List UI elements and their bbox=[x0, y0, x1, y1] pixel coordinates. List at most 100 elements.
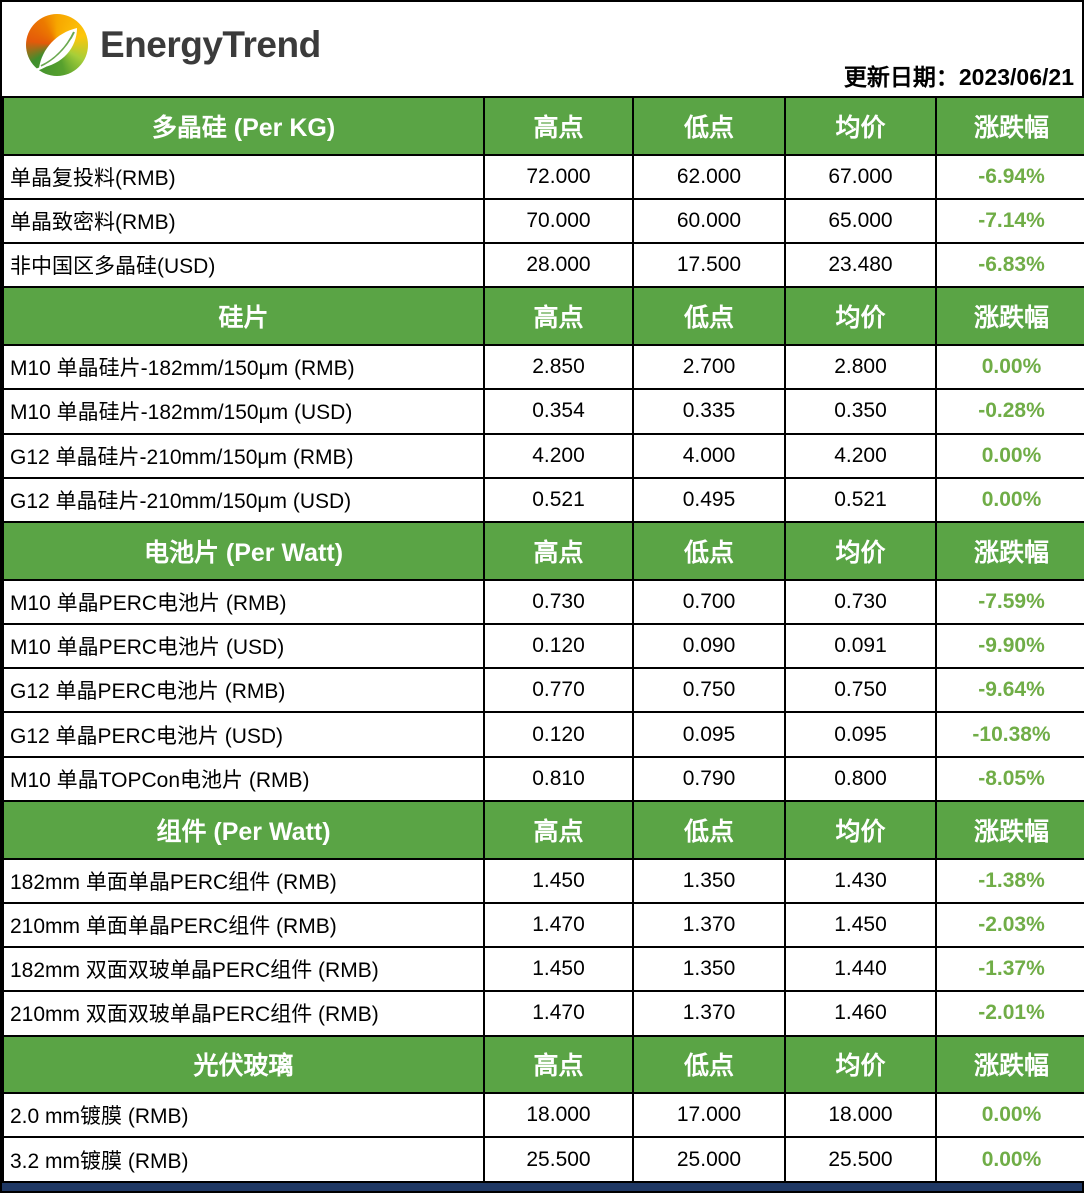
section-header-row: 多晶硅 (Per KG) 高点 低点 均价 涨跌幅 bbox=[2, 96, 1084, 156]
table-row: G12 单晶硅片-210mm/150μm (RMB) 4.200 4.000 4… bbox=[2, 432, 1084, 479]
column-header: 低点 bbox=[632, 521, 786, 581]
table-row: M10 单晶PERC电池片 (USD) 0.120 0.090 0.091 -9… bbox=[2, 622, 1084, 670]
table-row: 非中国区多晶硅(USD) 28.000 17.500 23.480 -6.83% bbox=[2, 242, 1084, 289]
change-value: -7.59% bbox=[935, 578, 1084, 625]
avg-value: 25.500 bbox=[784, 1136, 937, 1183]
table-row: G12 单晶硅片-210mm/150μm (USD) 0.521 0.495 0… bbox=[2, 476, 1084, 524]
avg-value: 23.480 bbox=[784, 242, 937, 289]
low-value: 0.090 bbox=[632, 622, 786, 670]
change-value: -7.14% bbox=[935, 197, 1084, 245]
table-row: M10 单晶硅片-182mm/150μm (USD) 0.354 0.335 0… bbox=[2, 388, 1084, 435]
change-value: 0.00% bbox=[935, 1092, 1084, 1139]
row-label: M10 单晶PERC电池片 (USD) bbox=[2, 622, 485, 670]
energytrend-logo-icon bbox=[26, 14, 88, 76]
table-row: 182mm 双面双玻单晶PERC组件 (RMB) 1.450 1.350 1.4… bbox=[2, 946, 1084, 993]
high-value: 1.470 bbox=[483, 901, 634, 949]
update-date-label: 更新日期：2023/06/21 bbox=[843, 64, 1074, 90]
high-value: 0.354 bbox=[483, 388, 634, 435]
row-label: G12 单晶硅片-210mm/150μm (RMB) bbox=[2, 432, 485, 479]
change-value: 0.00% bbox=[935, 476, 1084, 524]
price-table-body: 多晶硅 (Per KG) 高点 低点 均价 涨跌幅 单晶复投料(RMB) 72.… bbox=[2, 96, 1084, 1183]
change-value: -2.03% bbox=[935, 901, 1084, 949]
table-row: 210mm 单面单晶PERC组件 (RMB) 1.470 1.370 1.450… bbox=[2, 901, 1084, 949]
column-header: 低点 bbox=[632, 286, 786, 347]
section-header-row: 电池片 (Per Watt) 高点 低点 均价 涨跌幅 bbox=[2, 521, 1084, 581]
row-label: G12 单晶硅片-210mm/150μm (USD) bbox=[2, 476, 485, 524]
row-label: 182mm 双面双玻单晶PERC组件 (RMB) bbox=[2, 946, 485, 993]
table-row: 2.0 mm镀膜 (RMB) 18.000 17.000 18.000 0.00… bbox=[2, 1092, 1084, 1139]
table-row: 单晶致密料(RMB) 70.000 60.000 65.000 -7.14% bbox=[2, 197, 1084, 245]
column-header: 高点 bbox=[483, 799, 634, 860]
row-label: 182mm 单面单晶PERC组件 (RMB) bbox=[2, 857, 485, 904]
change-value: -0.28% bbox=[935, 388, 1084, 435]
row-label: 3.2 mm镀膜 (RMB) bbox=[2, 1136, 485, 1183]
row-label: 210mm 单面单晶PERC组件 (RMB) bbox=[2, 901, 485, 949]
table-row: G12 单晶PERC电池片 (RMB) 0.770 0.750 0.750 -9… bbox=[2, 667, 1084, 714]
change-value: -9.64% bbox=[935, 667, 1084, 714]
column-header: 高点 bbox=[483, 1034, 634, 1095]
section-title: 光伏玻璃 bbox=[2, 1034, 485, 1095]
change-value: -8.05% bbox=[935, 755, 1084, 802]
avg-value: 0.521 bbox=[784, 476, 937, 524]
low-value: 62.000 bbox=[632, 153, 786, 200]
column-header: 低点 bbox=[632, 799, 786, 860]
page-header: EnergyTrend 更新日期：2023/06/21 bbox=[2, 2, 1082, 96]
change-value: 0.00% bbox=[935, 432, 1084, 479]
section-title: 多晶硅 (Per KG) bbox=[2, 96, 485, 156]
change-value: -2.01% bbox=[935, 990, 1084, 1037]
table-row: M10 单晶PERC电池片 (RMB) 0.730 0.700 0.730 -7… bbox=[2, 578, 1084, 625]
section-title: 电池片 (Per Watt) bbox=[2, 521, 485, 581]
change-value: -6.83% bbox=[935, 242, 1084, 289]
section-header-row: 光伏玻璃 高点 低点 均价 涨跌幅 bbox=[2, 1034, 1084, 1095]
column-header: 均价 bbox=[784, 286, 937, 347]
high-value: 70.000 bbox=[483, 197, 634, 245]
row-label: 单晶致密料(RMB) bbox=[2, 197, 485, 245]
change-value: -6.94% bbox=[935, 153, 1084, 200]
row-label: M10 单晶TOPCon电池片 (RMB) bbox=[2, 755, 485, 802]
column-header: 高点 bbox=[483, 286, 634, 347]
high-value: 2.850 bbox=[483, 344, 634, 391]
low-value: 2.700 bbox=[632, 344, 786, 391]
brand-name: EnergyTrend bbox=[100, 24, 321, 65]
avg-value: 1.450 bbox=[784, 901, 937, 949]
change-value: 0.00% bbox=[935, 344, 1084, 391]
avg-value: 0.730 bbox=[784, 578, 937, 625]
avg-value: 67.000 bbox=[784, 153, 937, 200]
column-header: 低点 bbox=[632, 96, 786, 156]
section-header-row: 硅片 高点 低点 均价 涨跌幅 bbox=[2, 286, 1084, 347]
column-header: 涨跌幅 bbox=[935, 799, 1084, 860]
leaf-icon bbox=[34, 28, 77, 72]
row-label: G12 单晶PERC电池片 (RMB) bbox=[2, 667, 485, 714]
row-label: M10 单晶PERC电池片 (RMB) bbox=[2, 578, 485, 625]
high-value: 0.120 bbox=[483, 622, 634, 670]
low-value: 1.370 bbox=[632, 901, 786, 949]
avg-value: 1.440 bbox=[784, 946, 937, 993]
column-header: 高点 bbox=[483, 96, 634, 156]
row-label: 单晶复投料(RMB) bbox=[2, 153, 485, 200]
avg-value: 0.091 bbox=[784, 622, 937, 670]
column-header: 均价 bbox=[784, 96, 937, 156]
low-value: 25.000 bbox=[632, 1136, 786, 1183]
avg-value: 0.350 bbox=[784, 388, 937, 435]
section-title: 硅片 bbox=[2, 286, 485, 347]
column-header: 涨跌幅 bbox=[935, 521, 1084, 581]
row-label: M10 单晶硅片-182mm/150μm (RMB) bbox=[2, 344, 485, 391]
change-value: -1.37% bbox=[935, 946, 1084, 993]
low-value: 0.700 bbox=[632, 578, 786, 625]
change-value: -9.90% bbox=[935, 622, 1084, 670]
table-row: 3.2 mm镀膜 (RMB) 25.500 25.000 25.500 0.00… bbox=[2, 1136, 1084, 1183]
row-label: M10 单晶硅片-182mm/150μm (USD) bbox=[2, 388, 485, 435]
avg-value: 0.750 bbox=[784, 667, 937, 714]
column-header: 高点 bbox=[483, 521, 634, 581]
low-value: 17.000 bbox=[632, 1092, 786, 1139]
avg-value: 0.800 bbox=[784, 755, 937, 802]
table-row: G12 单晶PERC电池片 (USD) 0.120 0.095 0.095 -1… bbox=[2, 711, 1084, 758]
avg-value: 65.000 bbox=[784, 197, 937, 245]
row-label: 2.0 mm镀膜 (RMB) bbox=[2, 1092, 485, 1139]
row-label: 非中国区多晶硅(USD) bbox=[2, 242, 485, 289]
change-value: -10.38% bbox=[935, 711, 1084, 758]
section-title: 组件 (Per Watt) bbox=[2, 799, 485, 860]
brand: EnergyTrend bbox=[26, 14, 321, 76]
high-value: 0.770 bbox=[483, 667, 634, 714]
